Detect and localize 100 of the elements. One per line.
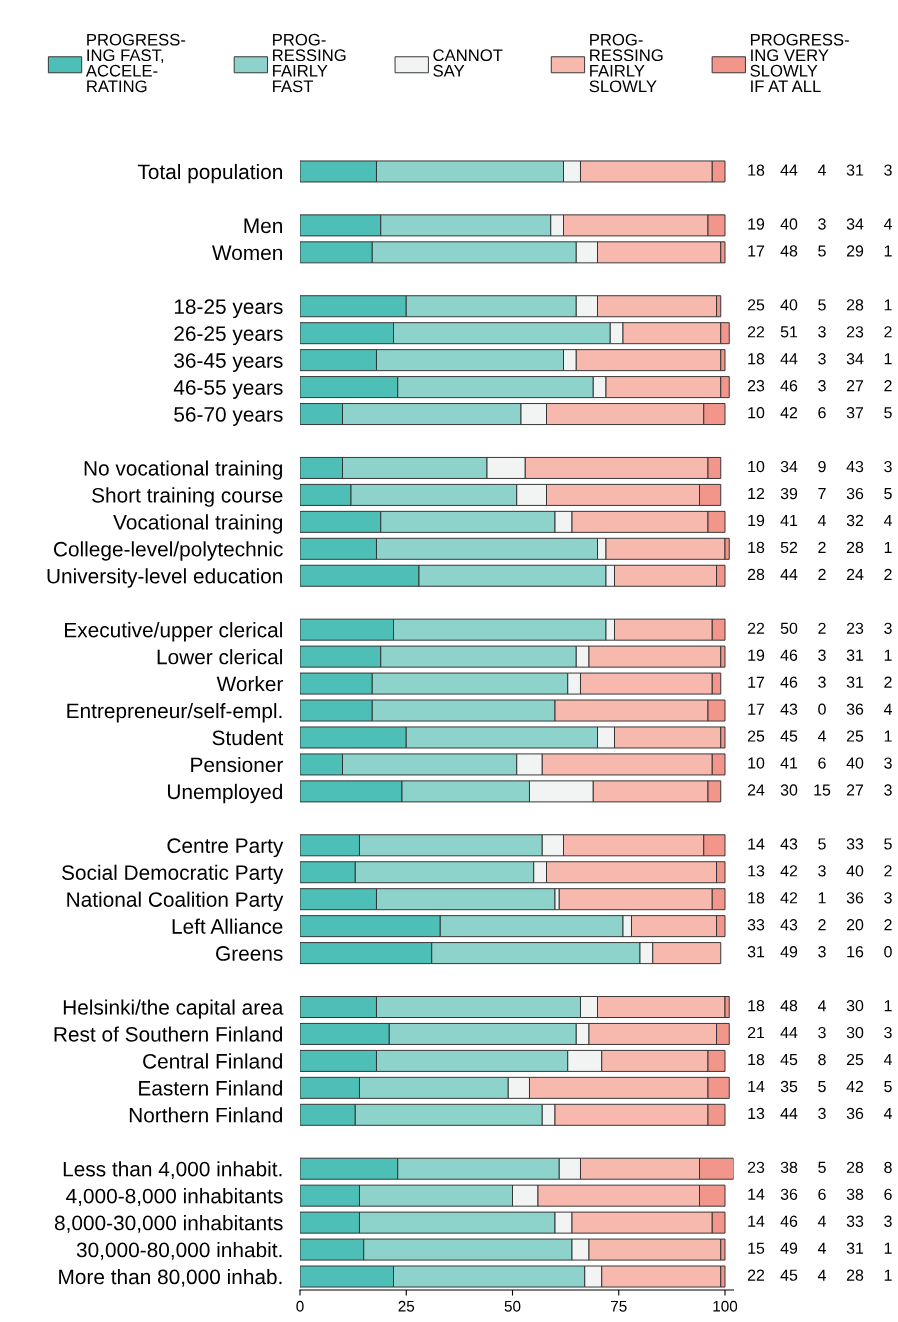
y-tick-label: 4,000-8,000 inhabitants bbox=[66, 1188, 283, 1206]
data-label: 4 bbox=[817, 1215, 826, 1227]
data-label: 18 bbox=[748, 1053, 765, 1066]
data-label: 10 bbox=[748, 460, 765, 473]
data-label: 3 bbox=[884, 892, 892, 904]
data-label: 5 bbox=[818, 245, 826, 257]
data-label: 28 bbox=[846, 1161, 864, 1173]
legend-label: PROGRESS- ING FAST, ACCELE- RATING bbox=[85, 33, 186, 93]
data-label: 22 bbox=[747, 1269, 765, 1281]
data-label: 5 bbox=[818, 1081, 826, 1093]
data-label: 52 bbox=[780, 541, 798, 554]
data-label: 0 bbox=[818, 703, 826, 715]
data-label: 7 bbox=[818, 488, 826, 500]
data-label: 4 bbox=[817, 515, 826, 526]
data-label: 43 bbox=[780, 919, 798, 931]
data-label: 4 bbox=[883, 703, 892, 715]
data-label: 22 bbox=[747, 622, 765, 634]
y-tick-label: Men bbox=[244, 218, 282, 234]
data-label: 10 bbox=[748, 407, 765, 419]
y-tick-label: Centre Party bbox=[167, 838, 284, 858]
data-label: 25 bbox=[846, 730, 864, 742]
data-label: 38 bbox=[780, 1161, 798, 1173]
data-label: 40 bbox=[780, 218, 798, 230]
data-label: 23 bbox=[747, 1161, 765, 1173]
data-label: 3 bbox=[818, 1026, 826, 1039]
data-label: 36 bbox=[846, 487, 864, 500]
data-label: 41 bbox=[780, 757, 798, 769]
data-label: 5 bbox=[818, 1161, 826, 1173]
data-label: 4 bbox=[883, 515, 892, 526]
y-tick-label: 8,000-30,000 inhabitants bbox=[54, 1215, 283, 1233]
data-label: 28 bbox=[747, 568, 765, 581]
data-label: 3 bbox=[884, 1026, 892, 1039]
data-label: 1 bbox=[884, 353, 892, 365]
data-label: 19 bbox=[748, 649, 765, 661]
data-label: 6 bbox=[818, 1188, 826, 1200]
data-label: 30 bbox=[780, 784, 798, 796]
x-tick-label: 100 bbox=[713, 1300, 738, 1312]
data-label: 22 bbox=[747, 326, 765, 338]
data-label: 17 bbox=[748, 676, 765, 688]
y-tick-label: Worker bbox=[216, 676, 283, 692]
data-label: 31 bbox=[846, 1242, 864, 1254]
data-label: 46 bbox=[780, 1215, 798, 1227]
data-label: 15 bbox=[814, 784, 831, 796]
data-label: 25 bbox=[846, 1053, 864, 1066]
data-label: 5 bbox=[818, 838, 826, 850]
y-tick-label: Helsinki/the capital area bbox=[63, 999, 284, 1019]
y-tick-label: National Coalition Party bbox=[67, 891, 284, 912]
y-tick-label: Unemployed bbox=[167, 783, 282, 804]
data-label: 50 bbox=[780, 622, 798, 634]
y-tick-label: Executive/upper clerical bbox=[65, 622, 282, 642]
data-label: 1 bbox=[884, 649, 892, 661]
data-label: 14 bbox=[748, 838, 765, 850]
data-label: 3 bbox=[818, 380, 826, 392]
x-tick-label: 25 bbox=[398, 1300, 415, 1312]
data-label: 3 bbox=[818, 353, 826, 365]
data-label: 42 bbox=[780, 865, 798, 877]
y-tick-label: College-level/polytechnic bbox=[53, 541, 283, 561]
data-label: 42 bbox=[846, 1080, 864, 1092]
y-tick-label: 26-25 years bbox=[174, 326, 283, 346]
y-tick-label: Central Finland bbox=[143, 1053, 282, 1069]
data-label: 18 bbox=[748, 353, 765, 365]
data-label: 2 bbox=[818, 568, 826, 580]
y-tick-label: 56-70 years bbox=[174, 407, 283, 426]
data-label: 1 bbox=[884, 299, 892, 311]
data-label: 4 bbox=[883, 1107, 892, 1119]
data-label: 6 bbox=[818, 407, 826, 419]
y-tick-label: 46-55 years bbox=[173, 380, 283, 399]
data-label: 45 bbox=[780, 1054, 798, 1066]
data-label: 1 bbox=[884, 1242, 892, 1254]
legend-label: CANNOT SAY bbox=[433, 49, 503, 77]
data-label: 33 bbox=[846, 1215, 864, 1227]
data-label: 3 bbox=[884, 460, 892, 473]
y-tick-label: Rest of Southern Finland bbox=[54, 1026, 283, 1042]
data-label: 28 bbox=[846, 1269, 864, 1281]
y-tick-label: Social Democratic Party bbox=[62, 864, 284, 885]
data-label: 18 bbox=[748, 999, 765, 1012]
data-label: 2 bbox=[884, 676, 892, 688]
data-label: 4 bbox=[817, 1242, 826, 1254]
data-label: 36 bbox=[780, 1188, 798, 1200]
data-label: 3 bbox=[884, 164, 892, 176]
y-tick-label: Less than 4,000 inhabit. bbox=[63, 1161, 282, 1179]
data-label: 5 bbox=[818, 299, 826, 311]
y-tick-label: 18-25 years bbox=[174, 299, 283, 319]
data-label: 10 bbox=[748, 757, 765, 769]
data-label: 2 bbox=[818, 622, 826, 634]
y-tick-label: 36-45 years bbox=[174, 353, 283, 373]
y-tick-label: Eastern Finland bbox=[139, 1080, 282, 1096]
data-label: 12 bbox=[748, 487, 765, 500]
data-label: 16 bbox=[847, 946, 864, 958]
data-label: 4 bbox=[817, 1269, 826, 1281]
data-label: 28 bbox=[846, 541, 864, 554]
data-label: 14 bbox=[748, 1215, 765, 1227]
y-tick-label: Total population bbox=[137, 163, 282, 184]
data-label: 21 bbox=[747, 1026, 765, 1039]
data-label: 14 bbox=[748, 1188, 765, 1200]
data-label: 46 bbox=[780, 649, 798, 661]
data-label: 31 bbox=[747, 946, 765, 958]
data-label: 17 bbox=[748, 245, 765, 257]
data-label: 15 bbox=[748, 1242, 765, 1254]
data-label: 41 bbox=[780, 515, 798, 526]
